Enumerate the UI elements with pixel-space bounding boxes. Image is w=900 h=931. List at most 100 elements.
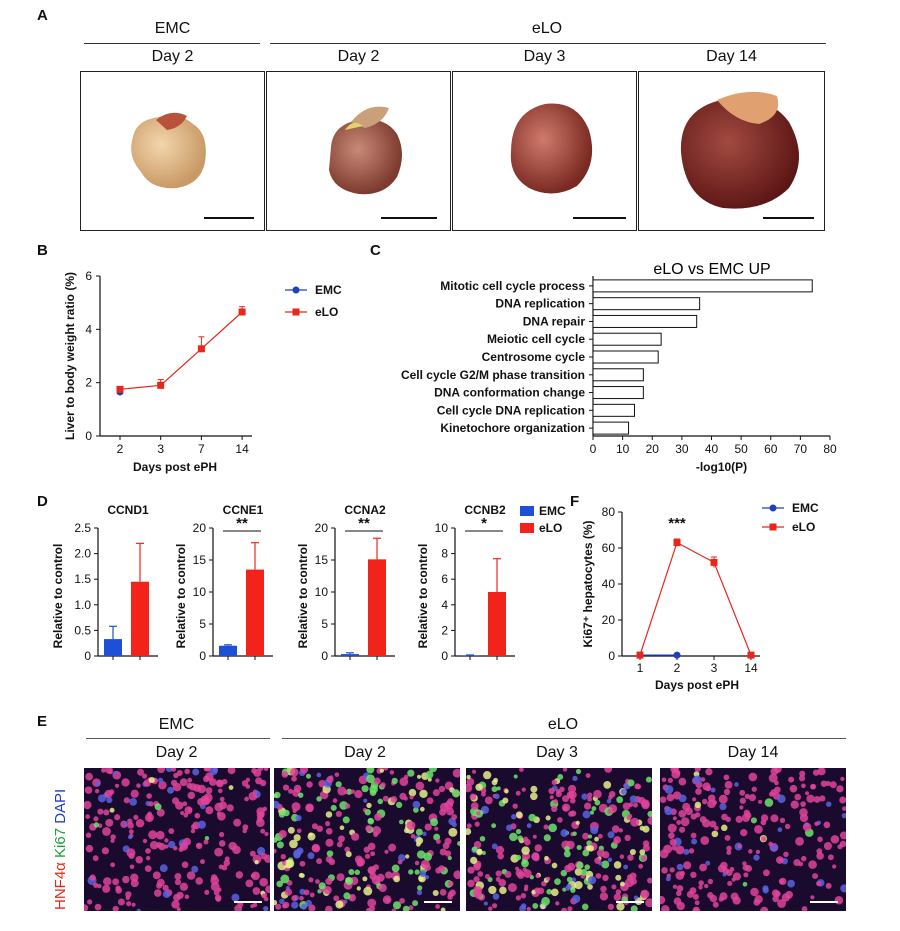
nucleus	[568, 784, 577, 794]
nucleus	[412, 900, 419, 907]
nucleus	[113, 771, 118, 776]
panel-label-d: D	[37, 493, 48, 510]
nucleus	[544, 855, 549, 861]
nucleus	[834, 895, 844, 905]
nucleus	[551, 862, 558, 869]
d-y-tick-label: 0	[84, 649, 91, 663]
nucleus	[839, 831, 846, 840]
nucleus	[325, 821, 331, 827]
nucleus	[519, 768, 524, 772]
nucleus	[354, 789, 363, 799]
nucleus	[567, 862, 576, 871]
nucleus	[334, 772, 340, 777]
c-x-tick-label: 80	[823, 442, 837, 456]
nucleus	[691, 838, 698, 845]
nucleus	[136, 783, 141, 788]
nucleus	[546, 876, 551, 881]
nucleus	[695, 812, 701, 818]
nucleus	[104, 789, 113, 798]
nucleus	[739, 805, 744, 810]
nucleus	[572, 894, 581, 903]
nucleus	[85, 814, 91, 819]
nucleus	[616, 796, 624, 804]
nucleus	[447, 894, 453, 900]
nucleus	[840, 884, 846, 893]
nucleus	[306, 781, 313, 788]
nucleus	[790, 800, 799, 809]
b-y-tick-label: 6	[85, 269, 92, 283]
nucleus	[476, 848, 483, 856]
nucleus	[788, 776, 795, 783]
nucleus	[812, 769, 820, 776]
nucleus	[164, 844, 169, 849]
nucleus	[633, 895, 638, 900]
panel-e-group-emc: EMC	[158, 716, 195, 733]
nucleus	[252, 902, 258, 908]
nucleus	[420, 859, 430, 869]
nucleus	[184, 894, 190, 899]
nucleus	[753, 854, 760, 861]
nucleus	[779, 817, 786, 824]
nucleus	[209, 768, 218, 776]
nucleus	[495, 876, 501, 882]
nucleus	[760, 906, 769, 911]
d-y-tick-label: 4	[441, 598, 448, 612]
nucleus	[87, 899, 93, 905]
panel-label-c: C	[370, 242, 381, 259]
nucleus	[397, 859, 403, 865]
nucleus	[373, 777, 381, 785]
b-legend-label: EMC	[315, 283, 342, 297]
nucleus	[276, 880, 284, 888]
stain-hnf4a: HNF4α	[52, 862, 69, 910]
nucleus	[438, 865, 446, 873]
d-bar-EMC	[461, 655, 479, 656]
nucleus	[107, 769, 114, 775]
nucleus	[574, 880, 583, 890]
nucleus	[509, 832, 518, 842]
nucleus	[504, 871, 512, 878]
nucleus	[125, 895, 130, 901]
nucleus	[293, 784, 302, 793]
nucleus	[181, 861, 189, 869]
nucleus	[669, 867, 675, 873]
nucleus	[214, 894, 222, 902]
nucleus	[471, 846, 478, 852]
nucleus	[284, 888, 293, 896]
nucleus	[94, 903, 102, 911]
nucleus	[596, 849, 605, 858]
nucleus	[521, 859, 527, 865]
nucleus	[526, 823, 532, 829]
d-sig-stars: **	[358, 515, 370, 532]
d-legend-swatch	[520, 506, 534, 516]
c-category-label: Cell cycle DNA replication	[437, 403, 585, 417]
nucleus	[451, 822, 457, 828]
nucleus	[339, 825, 345, 831]
nucleus	[825, 882, 832, 889]
nucleus	[391, 864, 400, 873]
nucleus	[627, 779, 635, 787]
nucleus	[366, 768, 375, 774]
nucleus	[491, 786, 498, 793]
b-x-tick-label: 2	[117, 442, 124, 456]
panel-e-group-emc-rule	[86, 738, 270, 739]
nucleus	[555, 901, 560, 906]
nucleus	[141, 773, 148, 779]
nucleus	[102, 827, 111, 836]
nucleus	[367, 842, 376, 851]
nucleus	[148, 830, 158, 840]
nucleus	[157, 768, 166, 774]
nucleus	[256, 811, 265, 819]
nucleus	[741, 813, 750, 822]
nucleus	[692, 893, 699, 900]
nucleus	[571, 877, 577, 883]
b-point-eLO	[238, 308, 246, 316]
nucleus	[219, 831, 225, 838]
nucleus	[517, 835, 524, 842]
nucleus	[137, 768, 145, 776]
panel-e-column-label: Day 2	[344, 744, 386, 761]
f-point-EMC	[673, 651, 681, 659]
nucleus	[245, 784, 251, 789]
nucleus	[374, 813, 382, 821]
nucleus	[590, 826, 599, 835]
nucleus	[528, 813, 536, 822]
